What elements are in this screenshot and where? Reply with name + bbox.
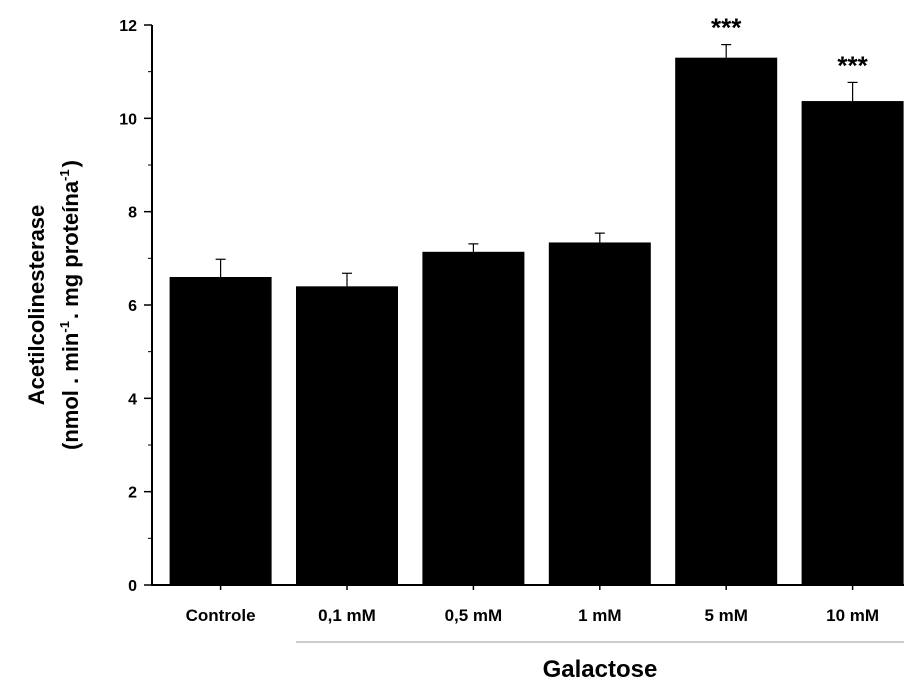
significance-label: *** xyxy=(837,50,868,80)
y-axis-title: Acetilcolinesterase (nmol . min-1. mg pr… xyxy=(24,160,83,450)
y-axis-title-line2: (nmol . min-1. mg proteína-1) xyxy=(57,160,83,450)
y-tick-label: 12 xyxy=(119,18,137,35)
y-axis-unit-part1: (nmol . min xyxy=(58,333,83,450)
y-axis-unit-exp2: -1 xyxy=(57,169,72,181)
y-tick-label: 0 xyxy=(128,578,137,595)
bars-group xyxy=(169,57,904,586)
significance-labels-group: *** *** xyxy=(711,13,869,81)
error-bars-group xyxy=(215,43,858,287)
bar xyxy=(548,242,651,585)
y-axis-title-line1: Acetilcolinesterase xyxy=(24,205,49,406)
x-tick-labels-group: Controle 0,1 mM 0,5 mM 1 mM 5 mM 10 mM xyxy=(186,585,879,625)
bar xyxy=(422,251,525,586)
x-group-label: Galactose xyxy=(543,656,658,683)
x-tick-label: 1 mM xyxy=(578,606,621,625)
y-tick-label: 2 xyxy=(128,485,137,502)
x-tick-label: Controle xyxy=(186,606,256,625)
bar xyxy=(675,57,778,585)
x-tick-label: 0,1 mM xyxy=(318,606,376,625)
significance-label: *** xyxy=(711,13,742,43)
bar xyxy=(296,286,398,585)
x-tick-label: 10 mM xyxy=(826,606,879,625)
y-tick-label: 6 xyxy=(128,298,137,315)
y-axis-unit-part3: ) xyxy=(58,160,83,167)
y-ticks-group: 0 2 4 6 8 10 12 xyxy=(119,18,152,595)
y-axis-unit-part2: . mg proteína xyxy=(58,180,83,319)
y-tick-label: 4 xyxy=(128,391,137,408)
y-tick-label: 8 xyxy=(128,205,137,222)
bar xyxy=(169,277,272,585)
x-tick-label: 0,5 mM xyxy=(445,606,503,625)
bar xyxy=(801,101,904,586)
x-tick-label: 5 mM xyxy=(704,606,747,625)
y-axis-unit-exp1: -1 xyxy=(57,321,72,333)
y-tick-label: 10 xyxy=(119,111,137,128)
